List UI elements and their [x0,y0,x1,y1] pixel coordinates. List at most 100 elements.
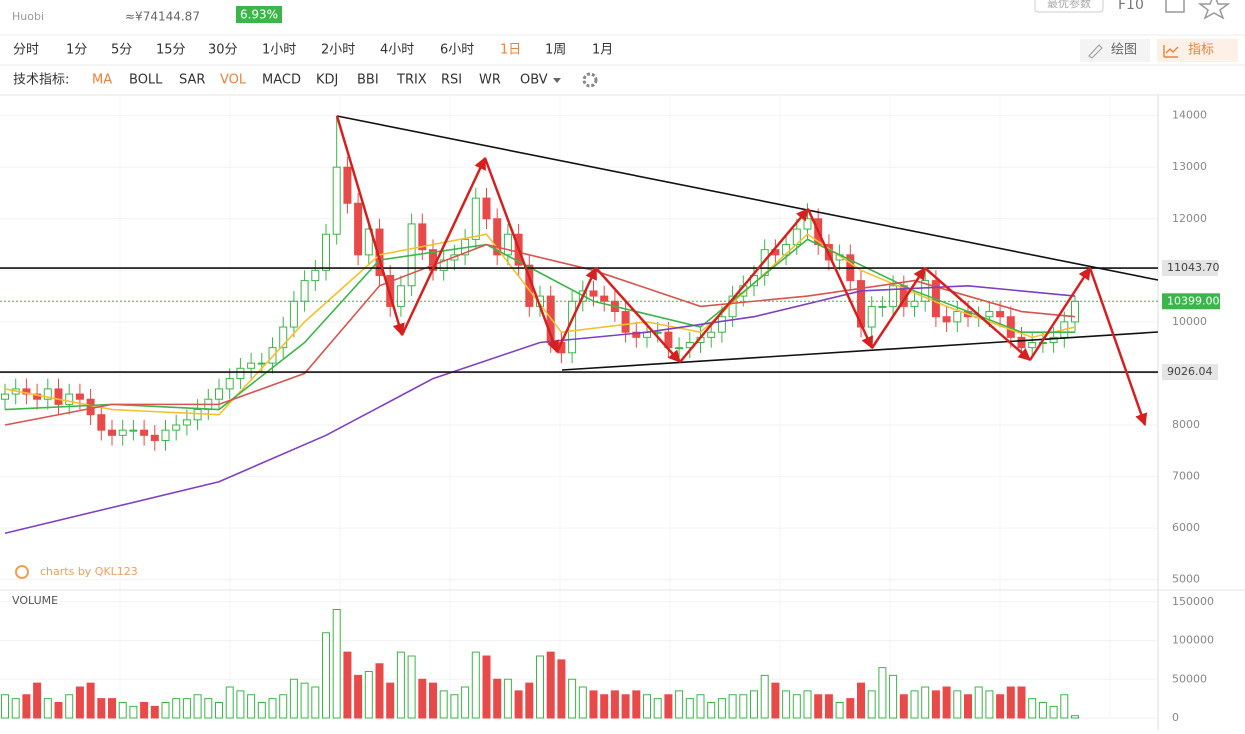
candle-body [482,197,491,220]
candle-body [910,300,919,307]
chart-icon [1163,45,1179,58]
star-icon[interactable] [1197,0,1231,20]
volume-bar [86,682,95,719]
volume-bar [1038,702,1047,719]
volume-bar [953,690,962,719]
candle-body [675,347,684,350]
indicator-tab[interactable]: MACD [262,73,301,88]
volume-bar [739,694,748,719]
volume-bar [65,694,74,719]
indicator-tab[interactable]: SAR [179,73,205,88]
volume-bar [140,702,149,719]
logo [15,565,29,579]
volume-bar [514,690,523,719]
candle-body [878,305,887,308]
candle-body [1017,336,1026,349]
draw-button[interactable] [1080,39,1150,62]
volume-bar [129,705,138,719]
volume-bar [482,655,491,719]
y-tick-label: 14000 [1172,109,1207,122]
price-line-label: 9026.04 [1167,365,1213,378]
price-line-tag [1162,364,1218,381]
indicators-label[interactable]: 指标 [1188,43,1214,58]
dropdown-arrow[interactable] [553,78,561,83]
candle-body [311,269,320,282]
trend-line [336,115,1159,281]
candle-body [150,434,159,441]
volume-bar [1,694,9,719]
volume-bar [557,659,566,719]
arrow [555,266,598,353]
candle-body [268,347,277,364]
candle-body [289,300,298,328]
volume-bar [1049,705,1058,719]
volume-bar [921,686,930,719]
params-button[interactable] [1034,0,1104,13]
indicator-tab[interactable]: VOL [220,73,247,88]
indicator-tab[interactable]: MA [92,73,112,88]
volume-bar [814,694,823,719]
period-tab[interactable]: 分时 [13,43,39,58]
y-tick-label: 8000 [1172,418,1200,431]
volume-bar [386,682,395,719]
indicator-tab[interactable]: OBV [520,73,548,88]
period-tab[interactable]: 1周 [545,43,566,58]
candle-body [632,331,641,338]
settings-icon[interactable] [582,72,598,88]
params-label[interactable]: 最优参数 [1047,0,1091,10]
volume-bar [1017,686,1026,719]
candle-body [75,393,84,400]
arrow [924,267,1031,361]
indicator-tab[interactable]: BOLL [129,73,163,88]
period-tab[interactable]: 6小时 [440,43,474,58]
draw-label[interactable]: 绘图 [1111,43,1137,58]
indicator-tab[interactable]: RSI [441,73,462,88]
volume-bar [889,674,898,719]
candle-body [108,429,116,436]
volume-bar [899,694,908,719]
candle-body [118,429,127,436]
period-tab[interactable]: 1月 [592,43,613,58]
indicator-tab[interactable]: TRIX [396,73,427,88]
candle-body [193,409,202,421]
volume-bar [568,678,577,719]
volume-bar [300,682,309,719]
volume-bar [343,651,352,719]
volume-bar [664,694,673,719]
volume-bar [803,690,812,719]
candle-body [439,259,448,271]
period-tab[interactable]: 1小时 [262,43,296,58]
indicator-tab[interactable]: BBI [357,73,379,88]
price-line-tag [1162,260,1218,277]
last-price-label: 10399.00 [1167,294,1220,307]
period-tab[interactable]: 1分 [66,43,87,58]
period-tab[interactable]: 1日 [500,43,521,58]
y-tick-label: 12000 [1172,212,1207,225]
volume-bar [728,694,737,719]
f10[interactable]: F10 [1118,0,1144,13]
volume-bar [11,698,20,719]
indicator-tab[interactable]: KDJ [316,73,338,88]
candle-body [343,166,352,204]
candle-body [182,419,191,426]
period-tab[interactable]: 2小时 [321,43,355,58]
period-tab[interactable]: 30分 [208,43,238,58]
trend-line [561,331,1159,371]
moving-average [4,284,1076,535]
period-tab[interactable]: 15分 [156,43,186,58]
y-tick-label: 0 [1172,711,1179,724]
moving-average [4,243,1076,426]
cny-price: ≈¥74144.87 [125,10,200,24]
candle-body [889,285,898,307]
volume-bar [354,674,363,719]
indicators-button[interactable] [1157,39,1238,62]
fullscreen-icon[interactable] [1165,0,1185,13]
volume-bar [54,702,63,719]
candle-body [43,388,52,400]
period-tab[interactable]: 5分 [111,43,132,58]
period-tab[interactable]: 4小时 [380,43,414,58]
volume-bar [717,698,726,719]
volume-bar [910,690,919,719]
indicator-tab[interactable]: WR [479,73,501,88]
